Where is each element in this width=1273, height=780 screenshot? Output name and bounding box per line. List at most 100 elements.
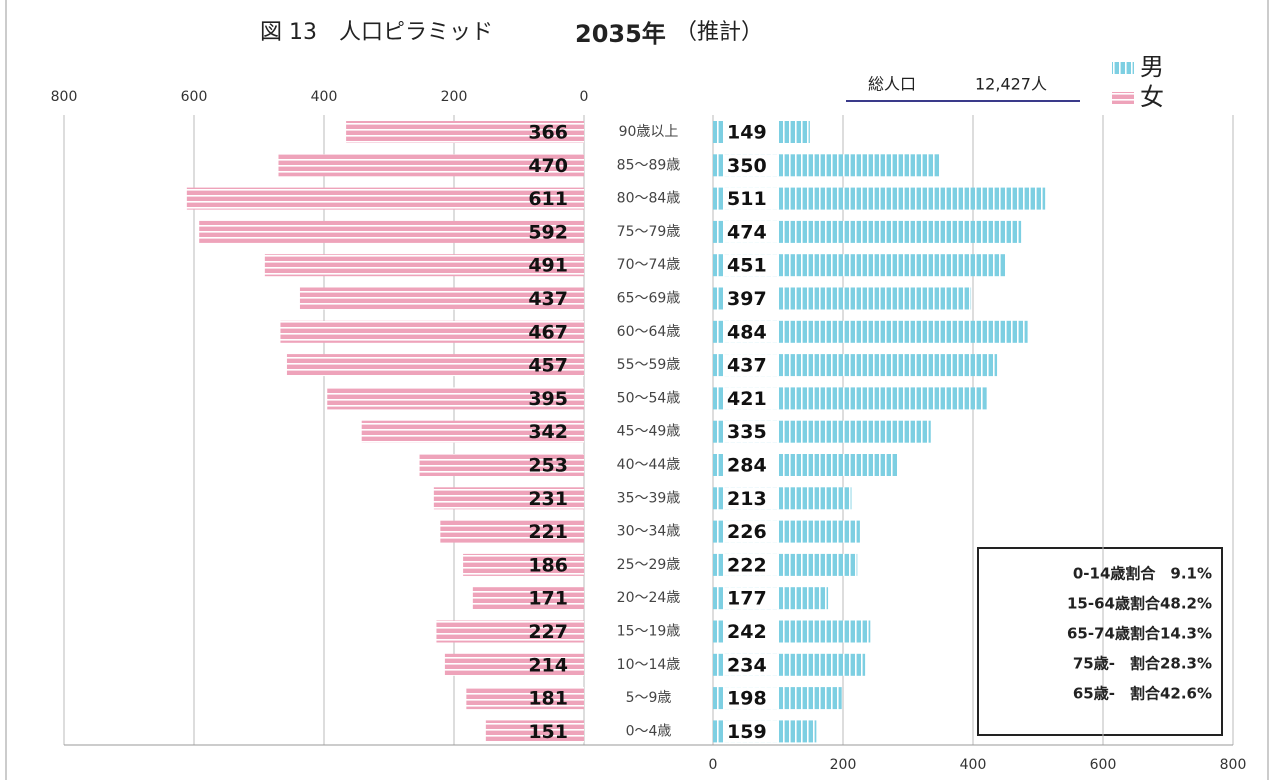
note: 15-64歳割合48.2% — [1067, 595, 1212, 613]
value-label: 467 — [528, 321, 568, 343]
ratio-box — [977, 547, 1223, 736]
value-label: 221 — [528, 521, 568, 543]
value-label: 491 — [528, 255, 568, 277]
value-label-bg — [723, 620, 779, 643]
category-label: 65～69歳 — [617, 291, 681, 307]
value-label: 242 — [727, 621, 767, 643]
value-label: 222 — [727, 554, 767, 576]
bar — [264, 254, 584, 277]
x-tick-label: 400 — [960, 757, 987, 773]
value-label-bg — [723, 687, 779, 710]
bar — [433, 487, 584, 510]
value-label-bg — [723, 354, 779, 377]
bar — [440, 520, 584, 543]
category-label: 40～44歳 — [617, 457, 681, 473]
category-label: 20～24歳 — [617, 590, 681, 606]
x-tick-label: 800 — [1220, 757, 1247, 773]
value-label: 159 — [727, 721, 767, 743]
legend-label: 男 — [1140, 53, 1164, 81]
bar — [472, 587, 584, 610]
bar — [327, 387, 584, 410]
category-label: 70～74歳 — [617, 257, 681, 273]
category-label: 60～64歳 — [617, 324, 681, 340]
value-label: 470 — [528, 155, 568, 177]
category-label: 35～39歳 — [617, 490, 681, 506]
category-label: 55～59歳 — [617, 357, 681, 373]
chart-title: 図 13 人口ピラミッド — [260, 20, 493, 45]
value-label: 611 — [528, 188, 568, 210]
value-label: 149 — [727, 122, 767, 144]
category-label: 85～89歳 — [617, 157, 681, 173]
bar — [346, 121, 584, 143]
value-label: 181 — [528, 688, 568, 710]
total-value: 12,427人 — [975, 75, 1047, 94]
value-label: 177 — [727, 588, 767, 610]
bar — [419, 454, 584, 476]
x-tick-label: 600 — [181, 89, 208, 105]
category-label: 5～9歳 — [626, 690, 672, 706]
bar — [286, 354, 584, 377]
note: 65歳- 割合42.6% — [1073, 685, 1212, 703]
category-label: 10～14歳 — [617, 657, 681, 673]
value-label: 397 — [727, 288, 767, 310]
value-label: 335 — [727, 421, 767, 443]
x-tick-label: 0 — [709, 757, 718, 773]
bar — [299, 287, 584, 310]
value-label: 151 — [528, 721, 568, 743]
bar — [713, 220, 1022, 243]
value-label-bg — [723, 254, 779, 277]
value-label-bg — [723, 487, 779, 510]
chart-title-year: 2035年 — [575, 20, 666, 48]
bar — [466, 687, 584, 710]
bar — [361, 420, 584, 443]
bar — [436, 620, 584, 643]
note: 75歳- 割合28.3% — [1073, 655, 1212, 673]
value-label: 342 — [528, 421, 568, 443]
bar — [186, 187, 584, 210]
value-label: 227 — [528, 621, 568, 643]
value-label: 226 — [727, 521, 767, 543]
value-label: 186 — [528, 554, 568, 576]
value-label-bg — [723, 154, 779, 177]
value-label: 350 — [727, 155, 767, 177]
legend-swatch — [1112, 92, 1134, 104]
value-label: 284 — [727, 455, 767, 477]
bar — [280, 320, 584, 343]
value-label: 234 — [727, 654, 767, 676]
bar — [713, 254, 1007, 277]
value-label: 592 — [528, 221, 568, 243]
value-label: 511 — [727, 188, 767, 210]
category-label: 25～29歳 — [617, 557, 681, 573]
value-label-bg — [723, 653, 779, 676]
category-label: 45～49歳 — [617, 424, 681, 440]
note: 65-74歳割合14.3% — [1067, 625, 1212, 643]
bar — [713, 354, 998, 377]
x-tick-label: 800 — [51, 89, 78, 105]
x-tick-label: 600 — [1090, 757, 1117, 773]
category-label: 0～4歳 — [626, 723, 672, 739]
frame — [5, 0, 1269, 780]
note: 0-14歳割合 9.1% — [1073, 565, 1212, 583]
value-label-bg — [723, 220, 779, 243]
category-label: 50～54歳 — [617, 390, 681, 406]
chart-title-note: （推計） — [675, 20, 763, 45]
category-label: 75～79歳 — [617, 224, 681, 240]
value-label-bg — [723, 520, 779, 543]
value-label: 214 — [528, 654, 568, 676]
value-label: 366 — [528, 122, 568, 144]
x-tick-label: 200 — [830, 757, 857, 773]
value-label-bg — [723, 553, 779, 576]
value-label: 451 — [727, 255, 767, 277]
value-label-bg — [723, 720, 779, 743]
value-label: 457 — [528, 355, 568, 377]
value-label-bg — [723, 420, 779, 443]
value-label-bg — [723, 187, 779, 210]
bar — [278, 154, 584, 177]
value-label: 437 — [727, 355, 767, 377]
bar — [463, 553, 584, 576]
value-label: 198 — [727, 688, 767, 710]
value-label: 213 — [727, 488, 767, 510]
category-label: 80～84歳 — [617, 191, 681, 207]
